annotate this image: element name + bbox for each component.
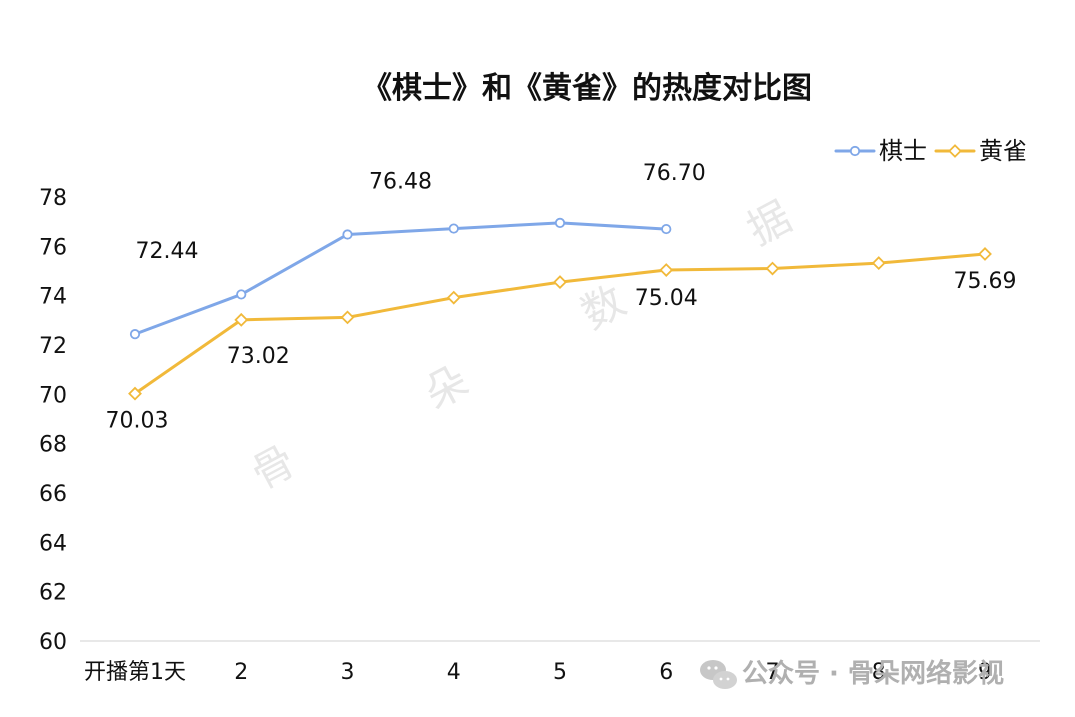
series-2-point-8 [871, 256, 886, 271]
y-tick-60: 60 [39, 630, 67, 655]
data-label-series-2-point-6: 75.04 [635, 286, 698, 311]
data-label-series-2-point-9: 75.69 [954, 269, 1017, 294]
series-line-1 [133, 221, 668, 336]
legend-marker-1 [849, 145, 861, 157]
x-tick-8: 8 [872, 660, 886, 685]
x-tick-4: 4 [447, 660, 461, 685]
series-2-point-1 [128, 386, 142, 401]
wechat-icon [700, 660, 737, 689]
footer-watermark: 公众号 · 骨朵网络影视 [700, 658, 1004, 689]
watermark-char-1: 骨 [243, 436, 303, 499]
legend-label-2: 黄雀 [979, 137, 1027, 165]
watermark-char-3: 数 [573, 276, 633, 339]
x-tick-1: 开播第1天 [84, 660, 186, 685]
x-tick-6: 6 [659, 660, 673, 685]
series-1-point-4 [448, 223, 459, 234]
x-tick-7: 7 [766, 660, 780, 685]
data-label-layer: 72.44 76.48 76.70 70.03 73.02 75.04 75.69 [106, 161, 1017, 434]
y-tick-62: 62 [39, 581, 67, 606]
y-tick-64: 64 [39, 531, 67, 556]
series-1-point-1 [129, 329, 141, 340]
series-layer [128, 217, 992, 401]
data-label-series-1-point-6: 76.70 [643, 161, 706, 186]
y-tick-74: 74 [39, 285, 67, 310]
watermark-layer: 骨 朵 数 据 [243, 192, 799, 499]
chart-title: 《棋士》和《黄雀》的热度对比图 [362, 71, 812, 106]
y-tick-70: 70 [39, 383, 67, 408]
series-2-point-7 [765, 261, 780, 276]
x-tick-2: 2 [234, 660, 248, 685]
y-tick-78: 78 [39, 186, 67, 211]
series-2-point-6 [659, 263, 674, 277]
legend: 棋士 黄雀 [834, 137, 1027, 165]
series-line-2 [133, 252, 987, 396]
data-label-series-1-point-3: 76.48 [369, 169, 432, 194]
series-1-point-5 [554, 217, 566, 228]
legend-label-1: 棋士 [879, 137, 927, 165]
series-2-point-3 [340, 310, 355, 325]
series-2-point-2 [234, 312, 249, 327]
y-tick-72: 72 [39, 334, 67, 359]
data-label-series-2-point-2: 73.02 [227, 344, 290, 369]
data-label-series-1-point-1: 72.44 [136, 239, 199, 264]
legend-marker-2 [948, 144, 962, 158]
watermark-char-2: 朵 [416, 356, 476, 419]
y-tick-68: 68 [39, 433, 67, 458]
data-label-series-2-point-1: 70.03 [106, 409, 169, 434]
series-2-point-5 [553, 275, 567, 290]
series-1-point-6 [661, 223, 672, 235]
series-1-point-2 [236, 289, 247, 300]
series-1-point-3 [342, 229, 353, 240]
footer-watermark-text: 公众号 · 骨朵网络影视 [742, 658, 1004, 689]
series-2-point-9 [978, 247, 992, 261]
x-tick-5: 5 [553, 660, 567, 685]
y-tick-76: 76 [39, 235, 67, 260]
watermark-char-4: 据 [739, 192, 799, 255]
y-tick-66: 66 [39, 482, 67, 507]
series-2-point-4 [446, 290, 461, 305]
x-tick-9: 9 [978, 660, 992, 685]
x-tick-3: 3 [341, 660, 355, 685]
